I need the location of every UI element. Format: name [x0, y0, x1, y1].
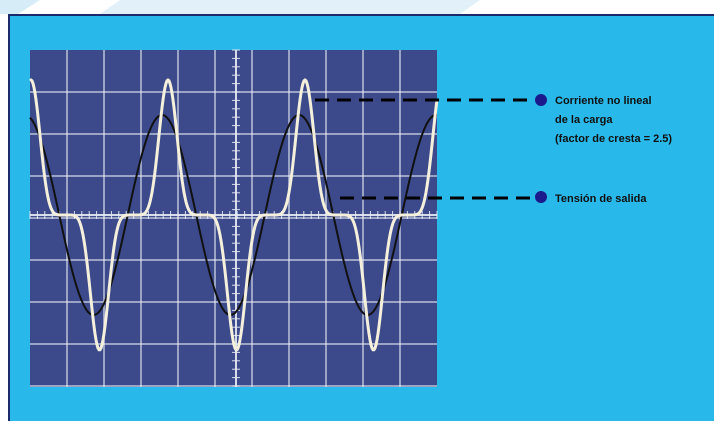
annotation-text: Tensión de salida	[555, 193, 647, 205]
annotation-text: Corriente no lineal	[555, 95, 652, 107]
header-decor	[100, 0, 480, 14]
annotation-text: de la carga	[555, 114, 613, 126]
page: Corriente no lineal de la carga (factor …	[0, 0, 714, 421]
leader-dot	[535, 191, 547, 203]
header-decor	[0, 0, 40, 14]
scene: Corriente no lineal de la carga (factor …	[0, 0, 714, 421]
leader-dot	[535, 94, 547, 106]
annotation-text: (factor de cresta = 2.5)	[555, 133, 672, 145]
